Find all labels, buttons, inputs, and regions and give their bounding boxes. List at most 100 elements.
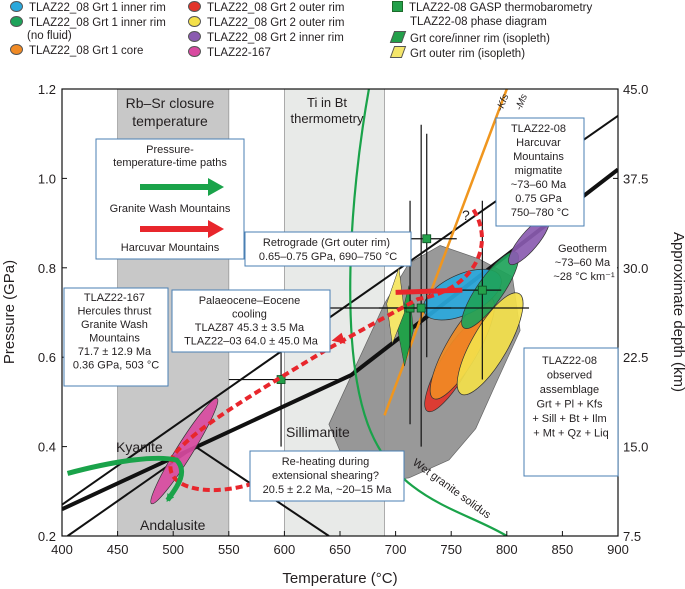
y2-tick-label: 7.5 [623,529,641,544]
assemblage-line: + Sill + Bt + Ilm [532,413,606,425]
legend-label: TLAZ22_08 Grt 1 inner rim [29,17,166,29]
gasp-point [416,303,426,313]
reheating-box: Re-heating during extensional shearing? … [249,450,405,502]
x-tick-label: 700 [385,542,407,557]
harcuvar-retro-arrow [395,287,463,295]
assemblage-line: observed [547,370,592,382]
legend-item: TLAZ22_08 Grt 1 core [10,44,143,58]
assemblage-box: TLAZ22-08 observed assemblage Grt + Pl +… [523,347,619,477]
grt2-outer-rim-yellow-ellipse [456,292,524,396]
rbsr-band-label: Rb–Sr closure temperature [126,95,215,129]
retrograde-box: Retrograde (Grt outer rim) 0.65–0.75 GPa… [244,231,412,267]
harcuvar-pt-path [168,208,484,493]
assemblage-line: TLAZ22-08 [542,355,597,367]
legend-label: TLAZ22-167 [207,47,271,59]
tlaz22-167-ellipse [150,397,219,505]
kfs-label: -Kfs [495,93,512,114]
ms-label: -Ms [514,93,530,113]
migmatite-line: 750–780 °C [511,207,569,219]
assemblage-line: assemblage [540,384,599,396]
hercules-line: Mountains [89,333,140,345]
pt-paths-box: Pressure-temperature-time paths Granite … [95,138,245,260]
y-tick-label: 0.6 [38,350,56,365]
assemblage-line: + Mt + Qz + Liq [533,428,609,440]
tibt-band-label: Ti in Bt thermometry [291,95,364,126]
reheating-line: extensional shearing? [272,470,379,482]
x-tick-label: 450 [107,542,129,557]
y-tick-label: 1.2 [38,82,56,97]
ellipse-icon [188,31,201,42]
hercules-box: TLAZ22-167 Hercules thrust Granite Wash … [63,287,169,387]
legend-item: TLAZ22_08 Grt 2 outer rim [188,1,344,15]
legend-label: TLAZ22-08 GASP thermobarometry [409,2,593,14]
granite-wash-pt-path [66,455,185,502]
square-icon [392,1,403,12]
x-tick-label: 650 [329,542,351,557]
harcuvar-label: Harcuvar Mountains [121,242,220,254]
palaeocene-line: cooling [232,309,267,321]
ellipse-icon [10,1,23,12]
gasp-point [477,285,487,295]
y-tick-label: 0.8 [38,261,56,276]
y-tick-label: 0.4 [38,440,56,455]
legend-item: TLAZ22_08 Grt 1 inner rim [10,1,166,15]
retrograde-line: Retrograde (Grt outer rim) [263,237,390,249]
legend-label: TLAZ22-08 phase diagram [410,16,547,28]
ellipse-icon [188,46,201,57]
hercules-line: TLAZ22-167 [84,292,145,304]
legend-label: Grt outer rim (isopleth) [410,48,526,60]
gasp-point [422,234,432,244]
legend-label: TLAZ22_08 Grt 1 inner rim [29,2,166,14]
legend-label: TLAZ22_08 Grt 2 outer rim [207,17,345,29]
andalusite-label: Andalusite [140,517,206,533]
palaeocene-line: TLAZ87 45.3 ± 3.5 Ma [195,322,305,334]
legend-item: (no fluid) [27,30,72,43]
hercules-line: Granite Wash [81,319,148,331]
x-tick-label: 800 [496,542,518,557]
x-tick-label: 900 [607,542,629,557]
legend: TLAZ22_08 Grt 1 inner rim TLAZ22_08 Grt … [0,0,685,70]
reheating-line: Re-heating during [282,456,369,468]
migmatite-line: TLAZ22-08 [511,123,566,135]
y2-axis-label: Approximate depth (km) [670,232,685,392]
retrograde-line: 0.65–0.75 GPa, 690–750 °C [259,251,397,263]
y-tick-label: 1.0 [38,171,56,186]
x-tick-label: 600 [274,542,296,557]
migmatite-line: 0.75 GPa [515,193,562,205]
svg-text:Re-heating during extens: Re-heating during extensional shearing? … [263,456,393,496]
geotherm-line: ~28 °C km⁻¹ [553,271,615,283]
svg-text:Retrograde (Grt outer rim): Retrograde (Grt outer rim) 0.65–0.75 GPa… [259,237,397,263]
legend-label: TLAZ22_08 Grt 1 core [29,45,144,57]
geotherm-label: Geotherm ~73–60 Ma ~28 °C km⁻¹ [551,240,617,288]
geotherm-line: ~73–60 Ma [555,257,611,269]
svg-text:TLAZ22-167 Hercules thru: TLAZ22-167 Hercules thrust Granite Wash … [73,292,159,372]
ellipse-icon [10,16,23,27]
y2-tick-label: 22.5 [623,350,648,365]
legend-item: Grt outer rim (isopleth) [389,46,526,61]
legend-item: Grt core/inner rim (isopleth) [389,31,550,46]
x-tick-label: 400 [51,542,73,557]
y2-tick-label: 37.5 [623,171,648,186]
palaeocene-line: TLAZ22–03 64.0 ± 45.0 Ma [184,336,319,348]
hercules-line: 71.7 ± 12.9 Ma [78,346,152,358]
x-tick-label: 550 [218,542,240,557]
grt-outer-rim-isopleth [386,267,405,345]
y2-tick-label: 15.0 [623,440,648,455]
axes-frame [61,88,619,537]
migmatite-box: TLAZ22-08 Harcuvar Mountains migmatite ~… [495,117,585,227]
legend-item: TLAZ22-08 phase diagram [410,16,547,29]
x-tick-label: 850 [552,542,574,557]
legend-label: Grt core/inner rim (isopleth) [410,33,550,45]
legend-label: TLAZ22_08 Grt 2 inner rim [207,32,344,44]
svg-text:TLAZ22-08 observed: TLAZ22-08 observed assemblage Grt + Pl +… [532,355,609,440]
solidus-label: Wet granite solidus [410,457,493,522]
reheating-line: 20.5 ± 2.2 Ma, ~20–15 Ma [263,484,393,496]
migmatite-line: Mountains [513,151,564,163]
granite-wash-label: Granite Wash Mountains [110,203,231,215]
hercules-line: Hercules thrust [77,306,151,318]
legend-item: TLAZ22-08 GASP thermobarometry [392,1,592,15]
kyanite-label: Kyanite [116,439,163,455]
legend-item: TLAZ22-167 [188,46,271,60]
y-tick-label: 0.2 [38,529,56,544]
legend-label: TLAZ22_08 Grt 2 outer rim [207,2,345,14]
